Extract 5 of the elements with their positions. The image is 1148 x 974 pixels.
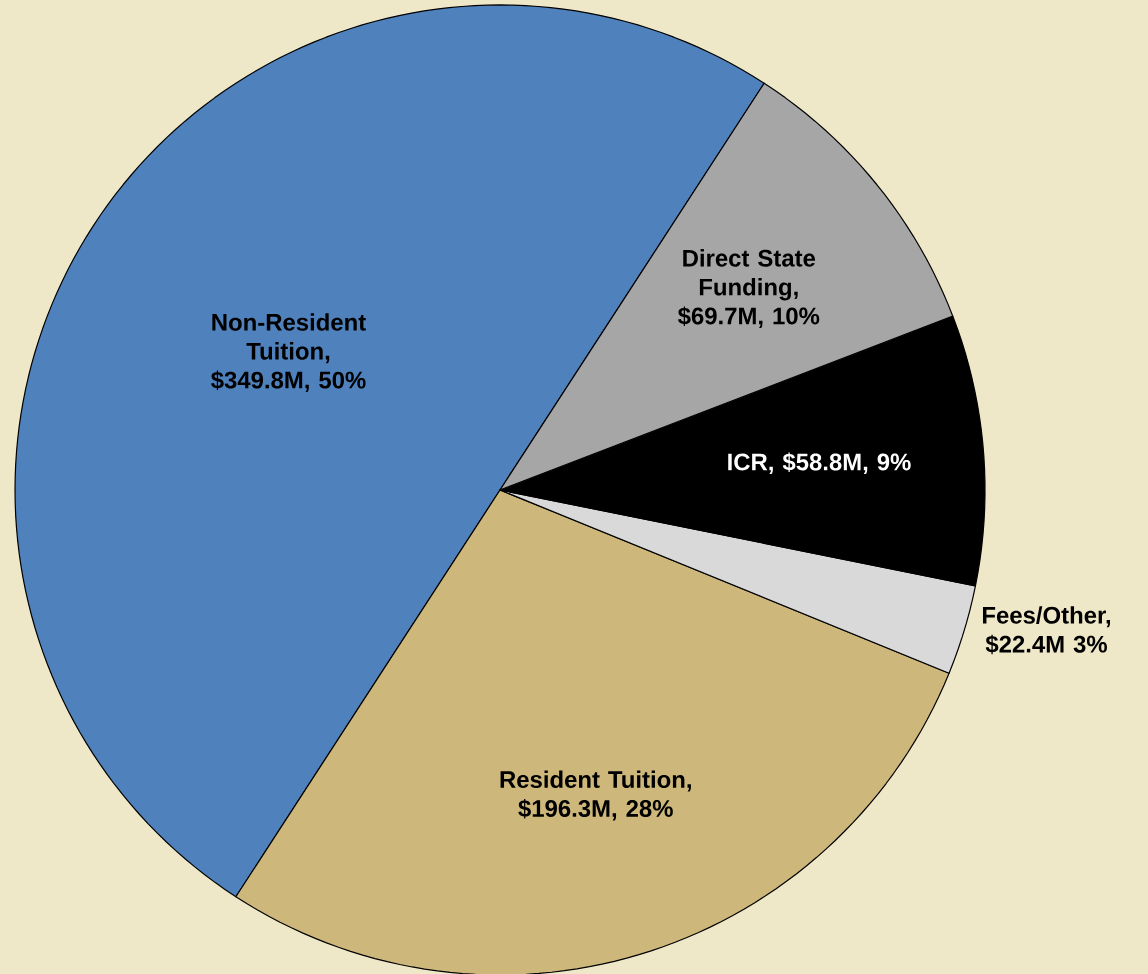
slice-label: Fees/Other, $22.4M 3% [982, 606, 1111, 655]
slice-label: Direct State Funding, $69.7M, 10% [677, 249, 820, 328]
slice-label: Non-Resident Tuition, $349.8M, 50% [211, 313, 366, 393]
slice-label: Resident Tuition, $196.3M, 28% [500, 770, 691, 821]
slice-label: ICR, $58.8M, 9% [728, 452, 911, 474]
